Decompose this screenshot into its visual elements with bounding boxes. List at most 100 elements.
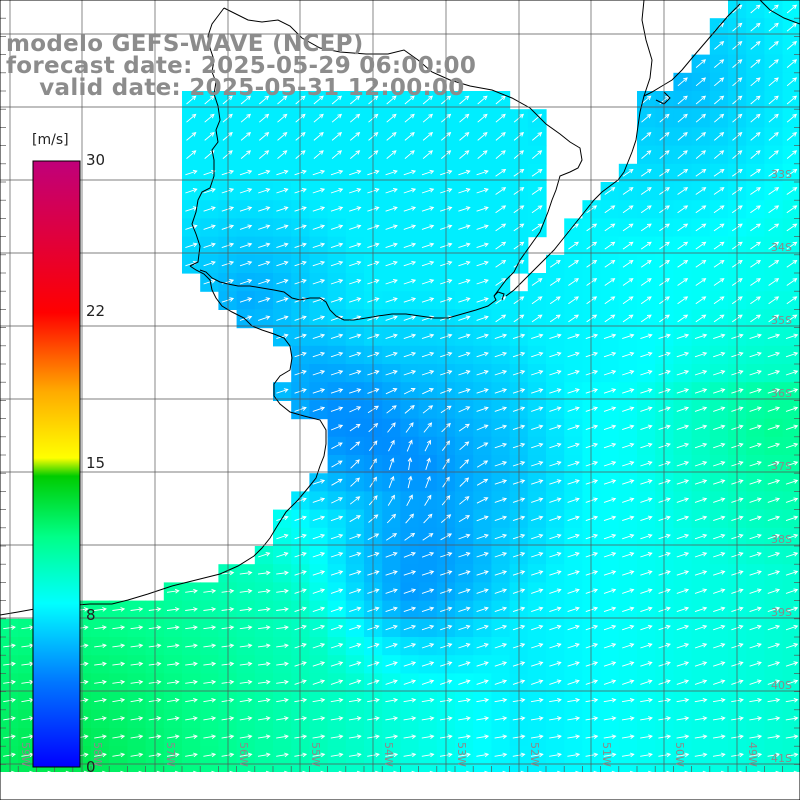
wind-arrow [532,113,543,123]
wind-arrow [276,388,289,394]
wind-arrow [531,187,543,195]
wind-arrow [130,607,144,612]
wind-arrow [185,224,198,230]
wind-arrow [166,716,180,721]
wind-arrow [622,296,634,305]
wind-arrow [694,716,708,721]
wind-arrow [712,697,726,703]
wind-arrow [258,224,271,230]
wind-arrow [768,150,779,159]
wind-arrow [185,734,198,739]
wind-arrow [330,424,344,431]
wind-arrow [185,716,198,721]
wind-arrow [247,770,252,772]
wind-arrow [549,734,562,739]
wind-arrow [276,679,289,685]
wind-arrow [221,697,235,703]
wind-arrow [694,388,708,394]
wind-arrow [603,333,617,340]
wind-arrow [166,661,180,667]
wind-arrow [349,406,362,413]
wind-arrow [239,661,253,667]
wind-arrow [694,752,708,758]
wind-arrow [585,552,599,558]
wind-arrow [621,697,635,703]
wind-arrow [302,770,307,772]
wind-arrow [567,388,580,394]
longitude-label: 57W [164,742,177,767]
wind-arrow [494,461,508,467]
wind-arrow [386,95,397,105]
wind-arrow [622,370,635,376]
wind-arrow [750,241,761,250]
wind-arrow [476,624,489,631]
wind-arrow [640,479,653,485]
wind-arrow [459,441,470,451]
wind-arrow [694,697,708,703]
wind-arrow [349,370,362,376]
wind-arrow [785,624,799,631]
wind-arrow [240,150,252,159]
wind-arrow [385,315,398,321]
wind-arrow [567,624,580,631]
wind-arrow [276,315,289,321]
wind-arrow [458,406,471,413]
wind-arrow [459,95,470,105]
wind-arrow [768,187,780,195]
wind-arrow [421,351,435,358]
wind-arrow [786,77,798,87]
wind-arrow [222,113,233,123]
wind-arrow [586,296,598,305]
wind-arrow [713,497,726,503]
wind-arrow [494,697,508,703]
wind-arrow [767,515,781,522]
wind-arrow [684,770,689,772]
wind-arrow [112,643,126,649]
wind-arrow [702,770,707,772]
wind-arrow [786,241,798,250]
wind-arrow [476,697,490,703]
wind-arrow [567,351,580,358]
wind-arrow [694,370,708,376]
wind-arrow [549,259,561,268]
wind-arrow [185,169,198,176]
wind-arrow [622,333,635,340]
wind-arrow [785,479,799,485]
colorbar-tick-22: 22 [86,302,106,320]
wind-arrow [130,661,144,667]
wind-arrow [421,752,435,758]
wind-arrow [622,351,635,358]
wind-arrow [768,259,780,268]
longitude-label: 52W [528,742,541,767]
wind-arrow [330,242,344,249]
wind-arrow [239,279,253,285]
wind-arrow [330,224,344,230]
wind-arrow [221,224,235,230]
wind-arrow [622,588,635,594]
wind-arrow [713,205,725,214]
wind-arrow [793,770,798,772]
wind-arrow [257,697,271,703]
wind-arrow [330,297,344,303]
wind-arrow [112,607,126,612]
wind-arrow [641,150,652,159]
wind-arrow [585,679,599,685]
wind-arrow [331,131,343,141]
wind-arrow [640,442,653,449]
wind-arrow [403,697,417,703]
wind-arrow [549,314,561,323]
wind-arrow [694,351,708,358]
wind-arrow [221,607,235,612]
wind-arrow [785,424,799,431]
wind-arrow [276,734,289,739]
wind-arrow [531,370,544,376]
wind-arrow [720,770,725,772]
wind-arrow [641,95,652,105]
wind-speed-field [0,0,800,772]
wind-arrow [388,475,395,489]
wind-arrow [477,150,488,159]
wind-arrow [677,278,689,286]
wind-arrow [714,131,725,141]
wind-arrow [476,442,489,450]
wind-arrow [767,679,781,685]
